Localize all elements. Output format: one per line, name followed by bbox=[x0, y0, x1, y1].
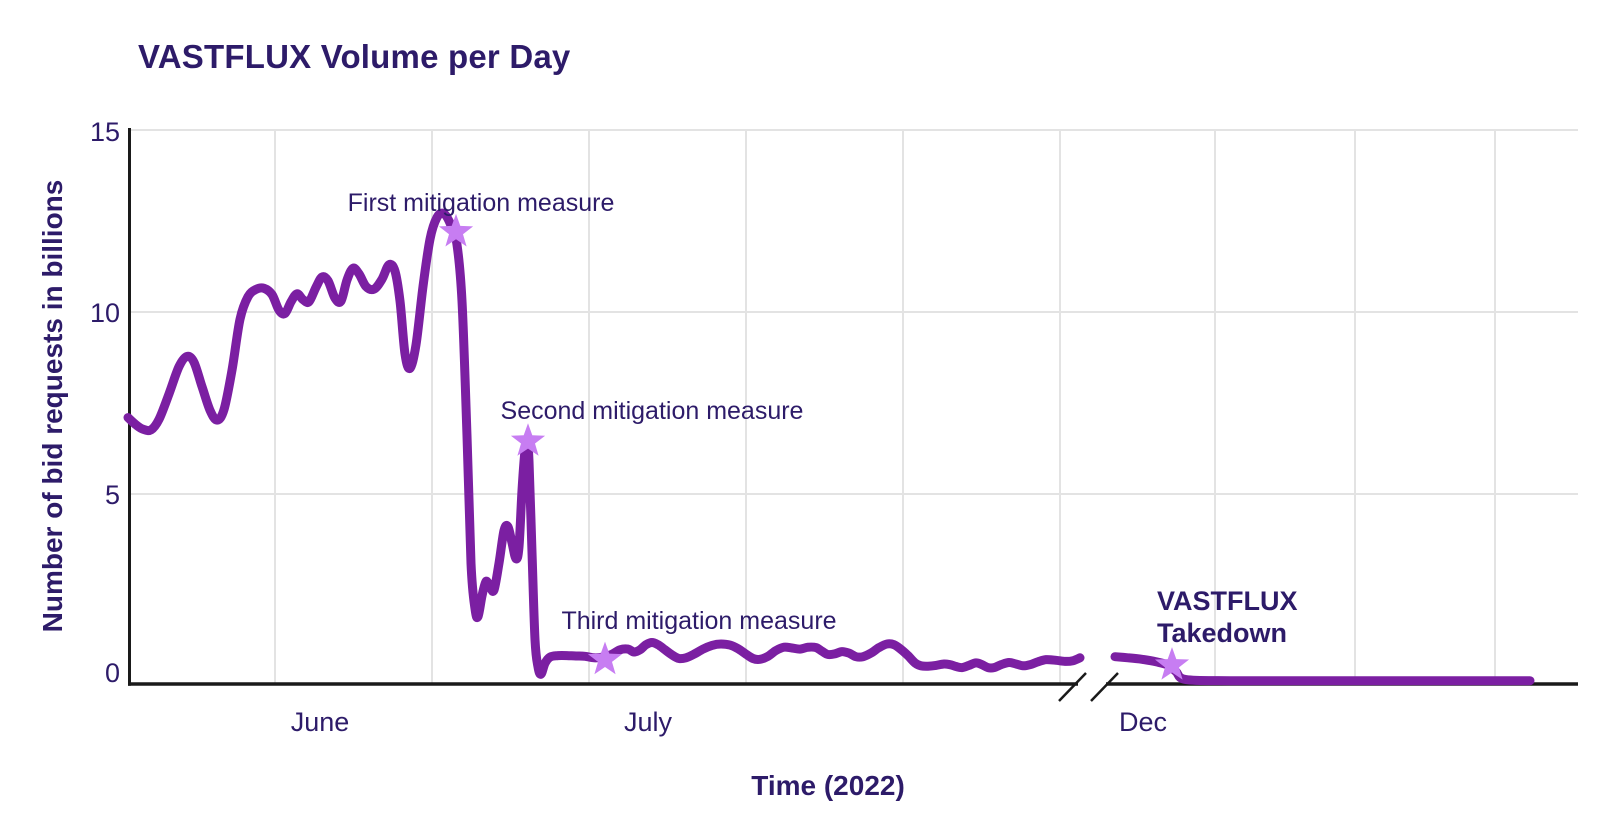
x-tick-july: July bbox=[624, 707, 673, 737]
chart-title: VASTFLUX Volume per Day bbox=[138, 38, 571, 75]
event-star-4 bbox=[1154, 647, 1190, 680]
event-star-3 bbox=[587, 641, 623, 675]
y-tick-15: 15 bbox=[90, 117, 120, 147]
x-axis-title: Time (2022) bbox=[751, 770, 905, 801]
annotation-takedown-line1: VASTFLUX bbox=[1157, 586, 1298, 616]
annotation-second-mitigation: Second mitigation measure bbox=[501, 397, 804, 425]
bid-requests-main-line bbox=[123, 208, 1085, 679]
annotation-takedown-line2: Takedown bbox=[1157, 618, 1287, 648]
y-tick-0: 0 bbox=[105, 658, 120, 688]
event-star-1 bbox=[438, 213, 474, 247]
axis-break-slash bbox=[1090, 672, 1119, 702]
y-tick-5: 5 bbox=[105, 480, 120, 510]
x-tick-dec: Dec bbox=[1119, 707, 1167, 737]
y-tick-10: 10 bbox=[90, 298, 120, 328]
event-star-markers bbox=[438, 213, 1190, 680]
annotation-third-mitigation: Third mitigation measure bbox=[561, 607, 836, 635]
gridlines bbox=[128, 129, 1578, 684]
x-tick-june: June bbox=[291, 707, 350, 737]
axis-break-slash bbox=[1058, 672, 1087, 702]
event-star-2 bbox=[510, 423, 546, 456]
axis-break-marks bbox=[1058, 672, 1119, 702]
annotation-first-mitigation: First mitigation measure bbox=[348, 189, 615, 217]
y-axis-title: Number of bid requests in billions bbox=[37, 180, 68, 633]
